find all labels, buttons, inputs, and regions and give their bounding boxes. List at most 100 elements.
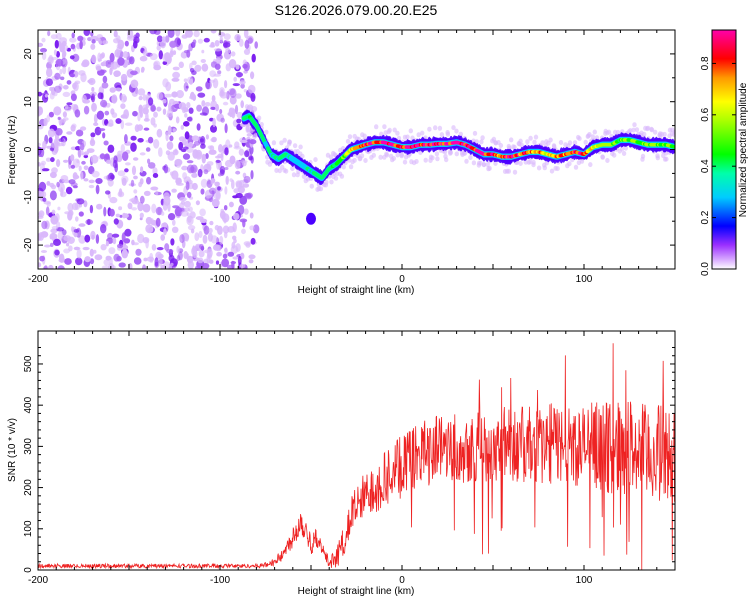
spectrogram-noise-cell (138, 95, 143, 101)
spectrogram-noise-cell (109, 257, 113, 267)
spectrogram-noise-cell (130, 179, 135, 187)
spectrogram-noise-cell (220, 208, 225, 214)
spectrogram-halo-cell (653, 129, 658, 135)
spectrogram-noise-cell (78, 235, 86, 244)
spectrogram-noise-cell (94, 126, 102, 136)
spectrogram-noise-cell (70, 182, 78, 187)
spectrogram-noise-cell (143, 257, 148, 262)
spectrogram-halo-cell (606, 129, 612, 135)
spectrogram-noise-cell (180, 210, 189, 217)
spectrogram-noise-cell (192, 39, 197, 45)
spectrogram-noise-cell (53, 145, 59, 154)
spectrogram-halo-cell (548, 137, 553, 143)
spectrogram-noise-cell (70, 104, 78, 111)
snr-y-tick-label: 100 (23, 520, 34, 537)
spectrogram-noise-cell (91, 54, 97, 64)
spectrogram-noise-cell (178, 136, 186, 142)
spectrogram-noise-cell (186, 160, 194, 164)
spectrogram-halo-cell (558, 140, 564, 145)
spectrogram-halo-cell (271, 140, 277, 146)
spectrogram-x-label: Height of straight line (km) (298, 285, 415, 296)
spectrogram-noise-cell (56, 51, 60, 58)
spectrogram-noise-cell (50, 157, 55, 163)
spectrogram-noise-cell (215, 103, 220, 112)
spectrogram-noise-cell (122, 212, 127, 219)
spectrogram-noise-cell (88, 184, 95, 189)
spectrogram-noise-cell (124, 122, 133, 126)
spectrogram-noise-cell (215, 159, 221, 163)
spectrogram-noise-cell (250, 155, 254, 164)
spectrogram-halo-cell (416, 132, 421, 138)
spectrogram-halo-cell (291, 172, 297, 178)
spectrogram-noise-cell (89, 258, 95, 265)
spectrogram-noise-cell (68, 245, 73, 252)
spectrogram-noise-cell (66, 131, 73, 135)
spectrogram-noise-cell (143, 127, 150, 131)
spectrogram-halo-cell (540, 140, 545, 146)
spectrogram-noise-cell (155, 217, 161, 227)
spectrogram-halo-cell (533, 134, 539, 140)
spectrogram-noise-cell (51, 209, 56, 215)
spectrogram-halo-cell (454, 128, 459, 134)
spectrogram-noise-cell (133, 40, 138, 49)
spectrogram-noise-cell (254, 41, 258, 49)
spectrogram-noise-cell (204, 249, 212, 254)
spectrogram-noise-cell (150, 186, 159, 191)
spectrogram-noise-cell (197, 92, 206, 98)
spectrogram-noise-cell (133, 189, 138, 194)
spectrogram-halo-cell (468, 155, 473, 160)
spectrogram-noise-cell (208, 227, 213, 234)
spectrogram-noise-cell (224, 167, 229, 170)
spectrogram-noise-cell (59, 37, 68, 44)
spectrogram-noise-cell (41, 51, 47, 60)
spectrogram-halo-cell (583, 139, 588, 145)
spectrogram-noise-cell (56, 159, 61, 168)
spectrogram-noise-cell (171, 77, 180, 82)
spectrogram-noise-cell (74, 109, 81, 118)
spectrogram-halo-cell (347, 134, 353, 140)
spectrogram-noise-cell (114, 87, 122, 92)
spectrogram-noise-cell (235, 181, 243, 190)
spectrogram-noise-cell (113, 155, 118, 164)
spectrogram-noise-cell (95, 178, 103, 184)
spectrogram-noise-cell (58, 138, 64, 143)
spectrogram-halo-cell (414, 159, 419, 164)
spectrogram-noise-cell (179, 197, 187, 202)
spectrogram-noise-cell (80, 126, 87, 131)
spectrogram-noise-cell (115, 118, 122, 124)
spectrogram-halo-cell (408, 128, 413, 134)
snr-y-ticks: 0 100 200 300 400 500 (23, 346, 675, 573)
spectrogram-noise-cell (243, 241, 251, 246)
spectrogram-noise-cell (41, 220, 48, 230)
spectrogram-noise-cell (137, 233, 145, 244)
spectrogram-noise-cell (147, 136, 154, 144)
spectrogram-noise-cell (150, 117, 156, 126)
spectrogram-noise-cell (38, 262, 42, 268)
spectrogram-noise-cell (234, 34, 242, 41)
spectrogram-noise-cell (90, 132, 96, 138)
spectrogram-noise-cell (220, 151, 224, 162)
spectrogram-noise-cell (41, 37, 46, 43)
spectrogram-noise-cell (187, 215, 192, 223)
snr-y-tick-label: 300 (23, 438, 34, 455)
spectrogram-halo-cell (437, 125, 443, 131)
spectrogram-noise-cell (114, 49, 121, 58)
spectrogram-core-cell (672, 145, 675, 149)
spectrogram-noise-cell (130, 135, 137, 141)
spectrogram-noise-cell (62, 159, 69, 163)
spectrogram-noise-cell (95, 65, 102, 71)
spectrogram-noise-cell (105, 159, 112, 164)
spectrogram-noise-cell (100, 69, 107, 74)
spectrogram-noise-cell (187, 225, 196, 231)
spectrogram-noise-cell (217, 225, 223, 235)
spectrogram-noise-cell (55, 58, 64, 67)
spectrogram-noise-cell (225, 175, 229, 185)
spectrogram-noise-cell (125, 162, 131, 166)
spectrogram-noise-cell (218, 144, 223, 153)
spectrogram-noise-cell (104, 110, 110, 116)
spectrogram-noise-cell (48, 136, 53, 144)
spectrogram-noise-cell (91, 102, 97, 112)
spectrogram-noise-cell (142, 237, 150, 244)
spectrogram-noise-cell (75, 257, 83, 266)
